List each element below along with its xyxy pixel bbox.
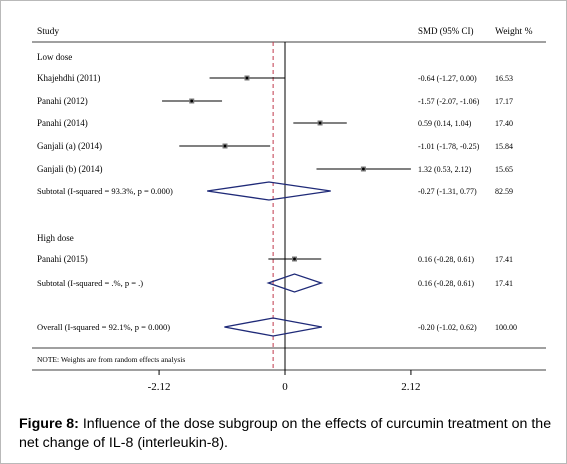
- header-smd: SMD (95% CI): [418, 26, 474, 36]
- subtotal-0-ci-text: -0.27 (-1.31, 0.77): [418, 187, 477, 196]
- weight-text-1: 17.17: [495, 97, 513, 106]
- study-label-0: Khajehdhi (2011): [37, 73, 100, 83]
- caption-text: Influence of the dose subgroup on the ef…: [19, 416, 552, 451]
- ci-text-3: -1.01 (-1.78, -0.25): [418, 142, 480, 151]
- point-estimate-0: [245, 76, 249, 80]
- study-label-1: Panahi (2012): [37, 96, 88, 106]
- point-estimate-3: [223, 144, 227, 148]
- x-tick-label-1: 0: [282, 381, 288, 393]
- forest-plot: Study SMD (95% CI) Weight % Low dose Khajehd…: [32, 26, 546, 393]
- subtotal-0-weight-text: 82.59: [495, 187, 513, 196]
- overall-weight-text: 100.00: [495, 323, 517, 332]
- overall-ci-text: -0.20 (-1.02, 0.62): [418, 323, 477, 332]
- x-tick-label-2: 2.12: [401, 381, 420, 393]
- point-estimate-4: [362, 167, 365, 171]
- point-estimate-5: [293, 257, 296, 261]
- study-label-5: Panahi (2015): [37, 254, 88, 264]
- weight-text-5: 17.41: [495, 255, 513, 264]
- study-label-4: Ganjali (b) (2014): [37, 164, 102, 174]
- ci-text-4: 1.32 (0.53, 2.12): [418, 165, 472, 174]
- subtotal-1-label: Subtotal (I-squared = .%, p = .): [37, 278, 143, 288]
- subtotal-1-weight-text: 17.41: [495, 279, 513, 288]
- header-weight: Weight %: [495, 27, 533, 37]
- subtotal-1-ci-text: 0.16 (-0.28, 0.61): [418, 279, 474, 288]
- point-estimate-2: [318, 121, 322, 125]
- weight-text-0: 16.53: [495, 74, 513, 83]
- study-label-2: Panahi (2014): [37, 118, 88, 128]
- overall-diamond: [224, 317, 322, 337]
- weight-text-2: 17.40: [495, 119, 513, 128]
- ci-text-0: -0.64 (-1.27, 0.00): [418, 74, 477, 83]
- ci-text-5: 0.16 (-0.28, 0.61): [418, 255, 474, 264]
- group-heading-1: High dose: [37, 233, 74, 243]
- x-tick-label-0: -2.12: [148, 381, 171, 393]
- subtotal-0-label: Subtotal (I-squared = 93.3%, p = 0.000): [37, 186, 173, 196]
- ci-text-2: 0.59 (0.14, 1.04): [418, 119, 472, 128]
- ci-text-1: -1.57 (-2.07, -1.06): [418, 97, 480, 106]
- overall-label: Overall (I-squared = 92.1%, p = 0.000): [37, 322, 170, 332]
- subtotal-0-diamond: [207, 181, 331, 201]
- group-heading-0: Low dose: [37, 52, 72, 62]
- header-study: Study: [37, 27, 59, 37]
- weight-text-3: 15.84: [495, 142, 513, 151]
- subtotal-1-diamond: [266, 273, 324, 293]
- study-label-3: Ganjali (a) (2014): [37, 141, 102, 151]
- weight-text-4: 15.65: [495, 165, 513, 174]
- point-estimate-1: [190, 99, 194, 103]
- caption-label: Figure 8:: [19, 416, 79, 432]
- figure-caption: Figure 8: Influence of the dose subgroup…: [19, 415, 555, 453]
- note-text: NOTE: Weights are from random effects an…: [37, 355, 185, 364]
